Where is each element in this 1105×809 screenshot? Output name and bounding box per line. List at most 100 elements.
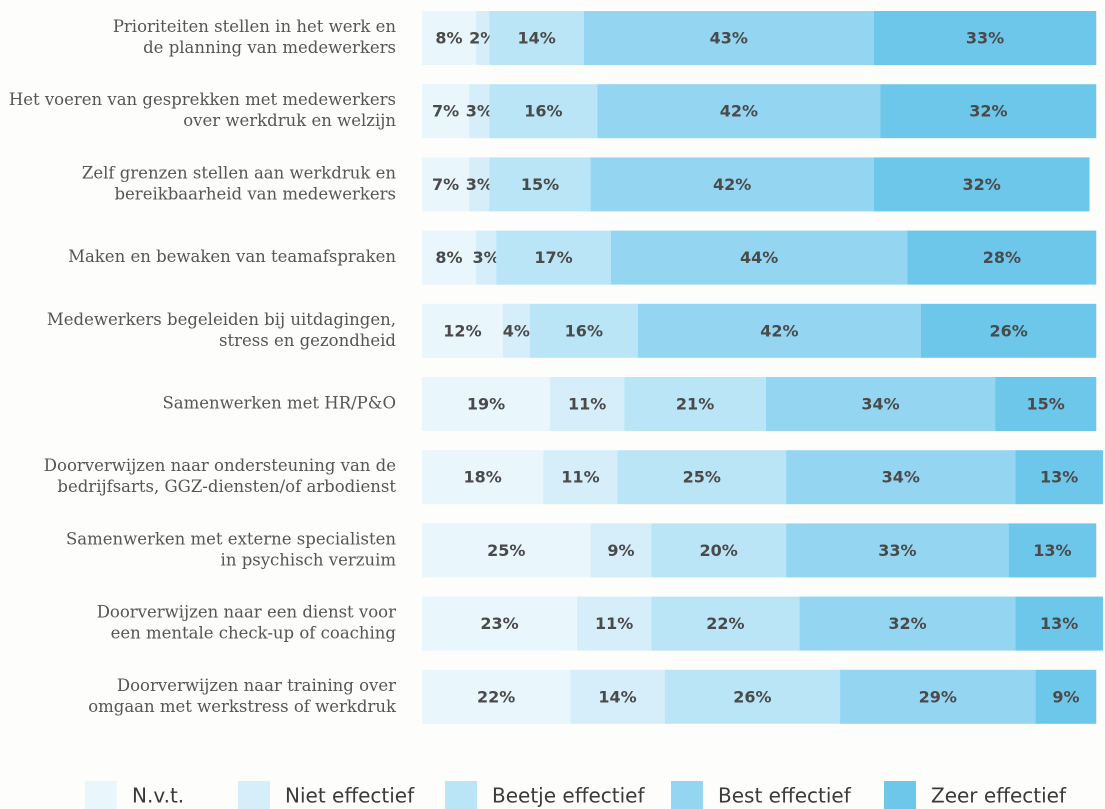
bar-segment [550,377,625,431]
data-label: 14% [598,687,636,706]
data-label: 26% [733,687,771,706]
data-label: 34% [882,468,920,487]
bar-segment [590,157,874,212]
data-label: 42% [713,175,751,194]
bar-segment [577,596,652,651]
bar-segment [995,377,1097,431]
legend-label: Best effectief [718,784,852,808]
data-label: 42% [760,321,798,340]
bar-segment [799,596,1016,651]
data-label: 13% [1033,541,1071,560]
bar-segment [840,669,1036,724]
data-label: 12% [443,321,481,340]
bar-segment [489,11,584,65]
bar-segment [651,523,787,578]
bar-segment [570,669,665,724]
category-label: Samenwerken met externe specialisten [66,529,396,548]
bar-segment [422,230,476,285]
legend-swatch [238,781,270,809]
data-label: 3% [472,248,499,267]
bar-segment [469,84,490,139]
bar-segment [786,523,1009,578]
category-label: Prioriteiten stellen in het werk en [113,17,397,36]
data-label: 32% [969,102,1007,121]
bar-segment [422,377,551,431]
data-label: 16% [524,102,562,121]
data-label: 8% [435,248,462,267]
bar-segment [651,596,800,651]
bar-segment [1035,669,1097,724]
category-label: bedrijfsarts, GGZ-diensten/of arbodienst [57,477,396,496]
category-label: Doorverwijzen naar een dienst voor [97,603,396,622]
bar-segment [610,230,908,285]
bar-segment [422,523,591,578]
data-label: 15% [1027,395,1065,414]
data-label: 9% [1052,687,1079,706]
category-label: bereikbaarheid van medewerkers [114,184,396,203]
category-label: in psychisch verzuim [221,550,397,569]
data-label: 29% [919,687,957,706]
category-label: Het voeren van gesprekken met medewerker… [9,90,396,109]
bar-segment [624,377,766,431]
bar-segment [489,84,598,139]
legend-label: Beetje effectief [492,784,645,808]
bar-segment [422,84,470,139]
bar-segment [590,523,652,578]
data-label: 42% [720,102,758,121]
data-label: 22% [706,614,744,633]
category-label: over werkdruk en welzijn [183,111,396,130]
bar-segment [422,11,476,65]
bar-segment [422,669,571,724]
bar-segment [786,450,1016,505]
data-label: 32% [888,614,926,633]
bar-segment [496,230,611,285]
legend-label: N.v.t. [132,784,184,808]
data-label: 22% [477,687,515,706]
data-label: 20% [700,541,738,560]
data-label: 23% [480,614,518,633]
category-label: Zelf grenzen stellen aan werkdruk en [82,163,396,182]
category-label: Doorverwijzen naar ondersteuning van de [44,456,396,475]
data-label: 7% [432,175,459,194]
bar-segment [1008,523,1097,578]
data-label: 28% [983,248,1021,267]
legend-swatch [671,781,703,809]
data-label: 33% [878,541,916,560]
bar-segment [422,303,503,358]
bar-segment [1015,450,1103,505]
bar-segment [873,157,1090,212]
category-label: stress en gezondheid [219,331,396,350]
category-label: de planning van medewerkers [143,38,396,57]
bar-segment [475,230,497,285]
bar-segment [502,303,530,358]
legend-swatch [884,781,916,809]
data-label: 14% [517,29,555,48]
data-label: 32% [962,175,1000,194]
data-label: 8% [435,29,462,48]
data-label: 11% [568,395,606,414]
data-label: 11% [561,468,599,487]
category-label: omgaan met werkstress of werkdruk [88,697,397,716]
data-label: 17% [534,248,572,267]
bar-segment [422,157,470,212]
bar-segment [1015,596,1103,651]
bar-segment [475,11,490,65]
data-label: 33% [966,29,1004,48]
category-label: Samenwerken met HR/P&O [162,394,396,413]
data-label: 13% [1040,614,1078,633]
data-label: 4% [503,321,530,340]
bar-segment [469,157,490,212]
data-label: 13% [1040,468,1078,487]
data-label: 26% [989,321,1027,340]
data-label: 34% [861,395,899,414]
data-label: 11% [595,614,633,633]
category-label: Maken en bewaken van teamafspraken [68,247,396,266]
legend-swatch [85,781,117,809]
data-label: 3% [466,175,493,194]
bar-segment [597,84,881,139]
data-label: 18% [464,468,502,487]
data-label: 9% [607,541,634,560]
data-label: 43% [710,29,748,48]
data-label: 44% [740,248,778,267]
